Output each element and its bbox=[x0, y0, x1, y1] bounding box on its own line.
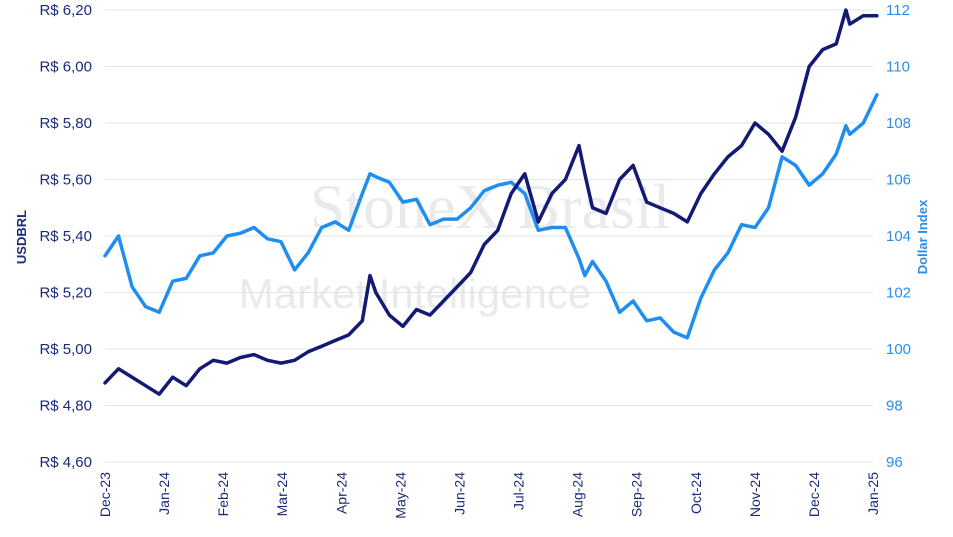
y-axis-right-label: Dollar Index bbox=[915, 199, 930, 274]
watermark: StoneX Brasil Market Intelligence bbox=[239, 171, 671, 317]
y-left-tick-label: R$ 5,20 bbox=[39, 285, 92, 302]
y-right-tick-label: 106 bbox=[886, 172, 911, 189]
x-tick-label: Jul-24 bbox=[511, 472, 527, 510]
y-left-tick-label: R$ 5,60 bbox=[39, 172, 92, 189]
y-right-tick-label: 104 bbox=[886, 228, 911, 245]
x-tick-label: Apr-24 bbox=[333, 472, 349, 514]
y-axis-left: R$ 4,60 R$ 4,80 R$ 5,00 R$ 5,20 R$ 5,40 R$ 5,… bbox=[39, 2, 92, 471]
series-line-dollar-index bbox=[103, 93, 879, 340]
x-tick-label: Nov-24 bbox=[747, 472, 763, 517]
y-right-tick-label: 98 bbox=[886, 398, 903, 415]
y-right-tick-label: 100 bbox=[886, 341, 911, 358]
x-tick-label: Feb-24 bbox=[215, 472, 231, 517]
x-tick-label: Dec-23 bbox=[97, 472, 113, 517]
y-axis-left-label: USDBRL bbox=[14, 210, 29, 264]
y-left-tick-label: R$ 5,40 bbox=[39, 228, 92, 245]
x-tick-label: Mar-24 bbox=[274, 472, 290, 517]
x-tick-label: Jan-25 bbox=[865, 472, 881, 515]
y-left-tick-label: R$ 6,20 bbox=[39, 2, 92, 19]
gridlines bbox=[105, 9, 873, 463]
y-right-tick-label: 108 bbox=[886, 115, 911, 132]
y-left-tick-label: R$ 4,60 bbox=[39, 454, 92, 471]
y-right-tick-label: 96 bbox=[886, 454, 903, 471]
x-tick-label: Aug-24 bbox=[570, 472, 586, 517]
y-left-tick-label: R$ 5,80 bbox=[39, 115, 92, 132]
x-tick-label: May-24 bbox=[392, 472, 408, 519]
y-left-tick-label: R$ 5,00 bbox=[39, 341, 92, 358]
y-right-tick-label: 102 bbox=[886, 285, 911, 302]
y-left-tick-label: R$ 6,00 bbox=[39, 59, 92, 76]
y-left-tick-label: R$ 4,80 bbox=[39, 398, 92, 415]
y-right-tick-label: 112 bbox=[886, 2, 910, 19]
x-tick-label: Sep-24 bbox=[629, 472, 645, 517]
series-group bbox=[103, 8, 879, 396]
watermark-line1: StoneX Brasil bbox=[310, 171, 671, 242]
x-tick-label: Dec-24 bbox=[806, 472, 822, 517]
series-line-usdbrl bbox=[103, 8, 879, 396]
x-tick-label: Oct-24 bbox=[688, 472, 704, 514]
y-right-tick-label: 110 bbox=[886, 59, 910, 76]
x-axis: Dec-23 Jan-24 Feb-24 Mar-24 Apr-24 May-24 Jun-… bbox=[97, 472, 881, 519]
y-axis-right: 96 98 100 102 104 106 108 110 112 bbox=[886, 2, 911, 471]
x-tick-label: Jun-24 bbox=[451, 472, 467, 515]
x-tick-label: Jan-24 bbox=[156, 472, 172, 515]
